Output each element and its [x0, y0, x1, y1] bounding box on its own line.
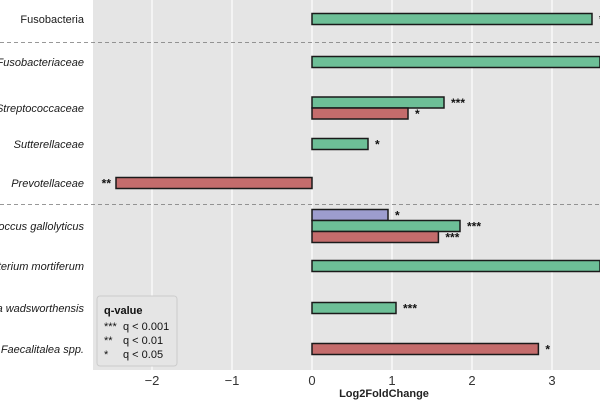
category-label: Fusobacteriaceae: [0, 57, 84, 69]
bar: [311, 342, 540, 356]
category-labels: Fusobacteria Fusobacteriaceae Streptococca…: [0, 14, 85, 356]
significance-label: *: [415, 107, 420, 121]
significance-label: *: [375, 138, 380, 152]
significance-label: *: [395, 209, 400, 223]
x-tick-label: 3: [548, 373, 555, 388]
significance-label: ***: [403, 302, 417, 316]
legend-entry-symbol: **: [104, 335, 113, 347]
x-axis-label: Log2FoldChange: [339, 388, 429, 400]
legend-box: [96, 295, 178, 367]
significance-label: **: [102, 177, 112, 191]
section-separators: [0, 42, 600, 205]
x-tick-label: −1: [225, 373, 240, 388]
category-label: Prevotellaceae: [11, 178, 84, 190]
x-tick-labels: −2 −1 0 1 2 3: [145, 373, 556, 388]
legend: q-value *** q < 0.001 ** q < 0.01 * q < …: [96, 295, 178, 367]
category-label: terium mortiferum: [0, 261, 84, 273]
x-tick-label: −2: [145, 373, 160, 388]
x-tick-label: 2: [468, 373, 475, 388]
legend-entry-text: q < 0.05: [123, 349, 163, 361]
legend-entry-text: q < 0.01: [123, 335, 163, 347]
x-tick-label: 1: [388, 373, 395, 388]
bar: [311, 259, 600, 273]
bar: [311, 96, 445, 109]
category-label: Sutterellaceae: [14, 139, 84, 151]
significance-label: *: [545, 343, 550, 357]
bar: [311, 107, 409, 120]
bar: [311, 219, 461, 233]
legend-entry-symbol: *: [104, 349, 109, 361]
x-tick-label: 0: [308, 373, 315, 388]
significance-label: ***: [445, 231, 459, 245]
category-label: Fusobacteria: [20, 14, 84, 26]
bar: [115, 176, 313, 190]
significance-label: ***: [451, 96, 465, 110]
significance-labels: *******************: [102, 13, 600, 357]
bar-series: [115, 12, 600, 356]
category-label: occus gallolyticus: [0, 221, 85, 233]
significance-label: ***: [467, 220, 481, 234]
bar: [311, 230, 440, 244]
category-label: Faecalitalea spp.: [1, 344, 84, 356]
bar: [311, 55, 600, 69]
legend-title: q-value: [104, 305, 143, 317]
bar: [311, 301, 397, 315]
bar: [311, 137, 369, 151]
legend-entry-symbol: ***: [104, 321, 118, 333]
category-label: Streptococcaceae: [0, 103, 84, 115]
bar: [311, 208, 389, 222]
bar: [311, 12, 593, 26]
category-label: a wadsworthensis: [0, 303, 84, 315]
legend-entry-text: q < 0.001: [123, 321, 169, 333]
